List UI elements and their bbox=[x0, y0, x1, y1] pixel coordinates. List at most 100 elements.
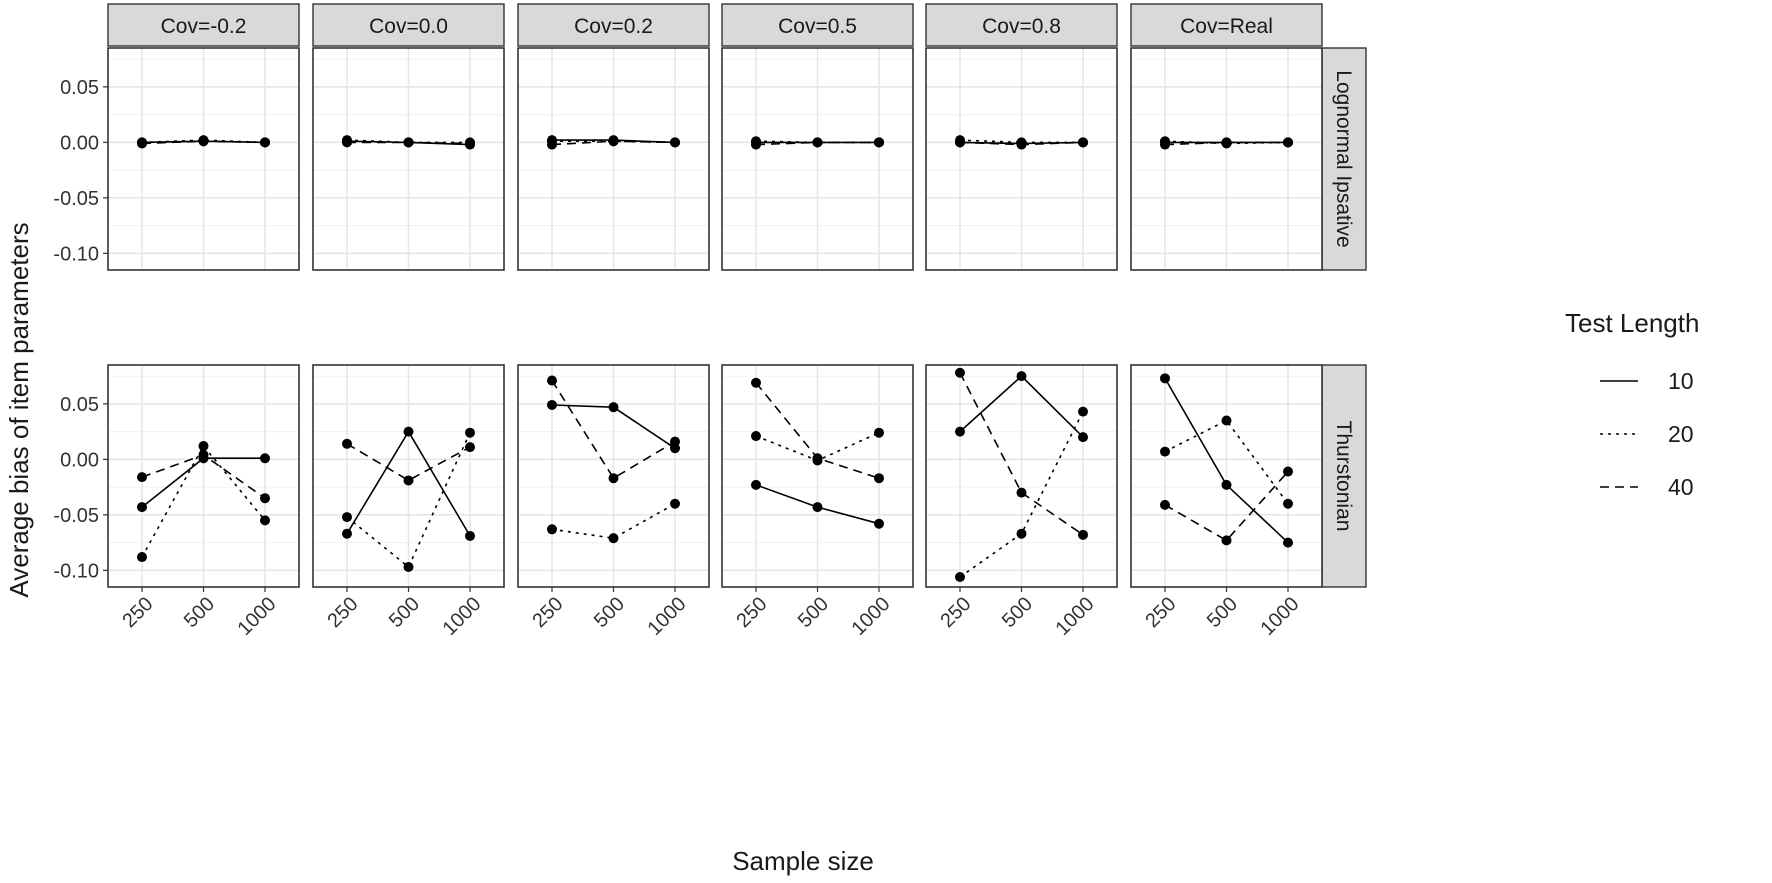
data-point-40 bbox=[403, 475, 414, 486]
data-point-20 bbox=[465, 427, 476, 438]
data-point-10 bbox=[341, 528, 352, 539]
data-point-40 bbox=[874, 473, 885, 484]
data-point-10 bbox=[1016, 371, 1027, 382]
data-point-40 bbox=[465, 138, 476, 149]
data-point-20 bbox=[1283, 498, 1294, 509]
panel-border bbox=[1130, 47, 1323, 271]
y-tick-label: -0.10 bbox=[53, 560, 99, 582]
series-line-40 bbox=[959, 372, 1084, 536]
data-point-10 bbox=[1283, 537, 1294, 548]
data-point-10 bbox=[608, 402, 619, 413]
x-tick-label: 500 bbox=[794, 593, 833, 632]
y-tick-label: -0.05 bbox=[53, 188, 99, 210]
facet-strip-column bbox=[1130, 3, 1323, 47]
data-point-10 bbox=[750, 479, 761, 490]
data-point-40 bbox=[1221, 535, 1232, 546]
data-point-20 bbox=[136, 552, 147, 563]
y-tick-label: -0.05 bbox=[53, 505, 99, 527]
data-point-10 bbox=[465, 530, 476, 541]
data-point-20 bbox=[670, 498, 681, 509]
facet-strip-row-label: Thurstonian bbox=[1332, 421, 1355, 532]
data-point-10 bbox=[954, 426, 965, 437]
series-line-20 bbox=[959, 411, 1084, 578]
facet-strip-label: Cov=0.0 bbox=[369, 15, 448, 38]
x-tick-label: 1000 bbox=[439, 593, 486, 640]
x-tick-label: 1000 bbox=[848, 593, 895, 640]
data-point-40 bbox=[403, 137, 414, 148]
x-tick-label: 500 bbox=[590, 593, 629, 632]
data-point-40 bbox=[750, 139, 761, 150]
data-point-40 bbox=[341, 438, 352, 449]
y-tick-label: 0.05 bbox=[60, 394, 99, 416]
data-point-10 bbox=[1078, 432, 1089, 443]
data-point-40 bbox=[198, 136, 209, 147]
data-point-40 bbox=[1283, 466, 1294, 477]
facet-strip-label: Cov=0.2 bbox=[574, 15, 653, 38]
data-point-40 bbox=[670, 436, 681, 447]
y-tick-label: 0.00 bbox=[60, 449, 99, 471]
data-point-20 bbox=[341, 512, 352, 523]
data-point-20 bbox=[260, 515, 271, 526]
legend-label-20: 20 bbox=[1668, 421, 1694, 447]
data-point-40 bbox=[341, 137, 352, 148]
data-point-10 bbox=[403, 426, 414, 437]
data-point-20 bbox=[403, 562, 414, 573]
legend-label-40: 40 bbox=[1668, 474, 1694, 500]
data-point-40 bbox=[812, 453, 823, 464]
data-point-10 bbox=[1159, 373, 1170, 384]
series-line-20 bbox=[1164, 419, 1289, 505]
x-axis-label: Sample size bbox=[732, 846, 874, 876]
data-point-20 bbox=[954, 572, 965, 583]
data-point-10 bbox=[1221, 479, 1232, 490]
data-point-40 bbox=[670, 137, 681, 148]
data-point-10 bbox=[546, 399, 557, 410]
y-tick-label: 0.00 bbox=[60, 132, 99, 154]
panel-border bbox=[312, 47, 505, 271]
data-point-40 bbox=[608, 473, 619, 484]
legend-title: Test Length bbox=[1565, 308, 1699, 338]
facet-strip-column bbox=[721, 3, 914, 47]
x-tick-label: 500 bbox=[998, 593, 1037, 632]
data-point-10 bbox=[812, 502, 823, 513]
data-point-40 bbox=[1078, 137, 1089, 148]
facet-strip-column bbox=[312, 3, 505, 47]
facet-grid: Cov=-0.2 Cov=0.0 Cov=0.2 Cov=0.5 Cov=0.8 Cov=… bbox=[53, 3, 1367, 640]
data-point-20 bbox=[198, 441, 209, 452]
data-point-10 bbox=[136, 502, 147, 513]
x-tick-label: 1000 bbox=[644, 593, 691, 640]
data-point-40 bbox=[1016, 139, 1027, 150]
legend: Test Length 10 20 40 bbox=[1565, 308, 1699, 500]
panel-border bbox=[721, 47, 914, 271]
x-tick-label: 250 bbox=[936, 593, 975, 632]
x-tick-label: 250 bbox=[528, 593, 567, 632]
y-axis-label: Average bias of item parameters bbox=[4, 222, 34, 597]
data-point-40 bbox=[1016, 487, 1027, 498]
data-point-20 bbox=[546, 524, 557, 535]
data-point-40 bbox=[1221, 137, 1232, 148]
data-point-10 bbox=[260, 453, 271, 464]
data-point-20 bbox=[1078, 406, 1089, 417]
x-tick-label: 250 bbox=[732, 593, 771, 632]
data-point-10 bbox=[874, 518, 885, 529]
series-line-20 bbox=[346, 432, 471, 569]
x-tick-label: 250 bbox=[118, 593, 157, 632]
data-point-40 bbox=[954, 137, 965, 148]
data-point-40 bbox=[465, 442, 476, 453]
data-point-20 bbox=[750, 431, 761, 442]
panel-border bbox=[925, 47, 1118, 271]
data-point-20 bbox=[1159, 446, 1170, 457]
data-point-40 bbox=[812, 137, 823, 148]
data-point-20 bbox=[874, 427, 885, 438]
legend-label-10: 10 bbox=[1668, 368, 1694, 394]
data-point-20 bbox=[1016, 528, 1027, 539]
x-tick-label: 500 bbox=[180, 593, 219, 632]
data-point-40 bbox=[136, 138, 147, 149]
facet-strip-column bbox=[517, 3, 710, 47]
x-tick-label: 1000 bbox=[234, 593, 281, 640]
series-line-20 bbox=[141, 444, 266, 558]
facet-strip-label: Cov=-0.2 bbox=[161, 15, 247, 38]
facet-strip-column bbox=[107, 3, 300, 47]
x-tick-label: 1000 bbox=[1052, 593, 1099, 640]
facet-strip-label: Cov=0.8 bbox=[982, 15, 1061, 38]
